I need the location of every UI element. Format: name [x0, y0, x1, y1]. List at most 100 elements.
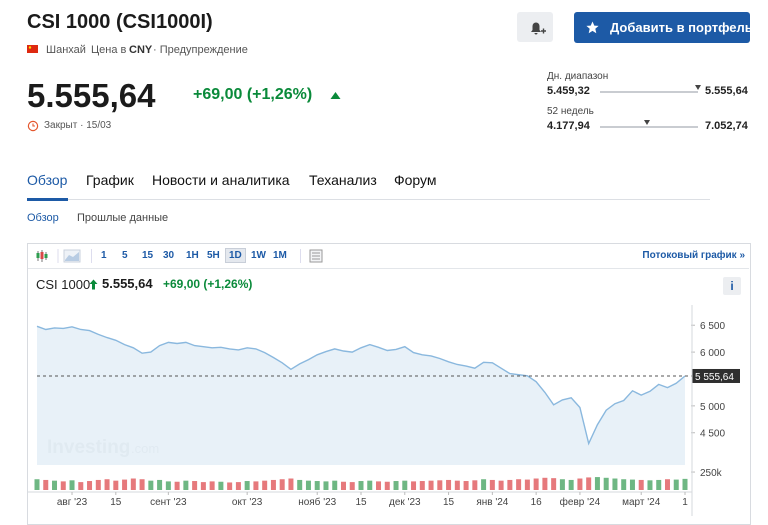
tab-underline: [27, 198, 68, 201]
y-tick-label: 6 500: [700, 321, 725, 332]
volume-bar: [174, 481, 180, 490]
range-low: 4.177,94: [547, 120, 590, 132]
y-tick-label: 6 000: [700, 348, 725, 359]
volume-bar: [130, 478, 136, 490]
volume-bar: [270, 479, 276, 490]
volume-bar: [69, 480, 75, 490]
volume-bar: [122, 479, 128, 490]
alert-button[interactable]: [517, 12, 553, 42]
subtab[interactable]: Обзор: [27, 212, 59, 224]
volume-bar: [209, 481, 215, 490]
volume-bar: [192, 481, 198, 490]
volume-bar: [358, 481, 364, 490]
volume-bar: [524, 479, 530, 490]
volume-bar: [481, 479, 487, 490]
volume-bar: [165, 481, 171, 490]
x-tick-label: авг '23: [57, 497, 88, 508]
tab[interactable]: Теханализ: [309, 172, 377, 188]
x-tick-label: 15: [355, 497, 367, 508]
current-price-label: 5 555,64: [695, 372, 734, 383]
y-tick-label: 4 500: [700, 429, 725, 440]
range-bar: [600, 91, 698, 93]
volume-bar: [253, 481, 259, 490]
volume-bar: [437, 480, 443, 490]
x-tick-label: 15: [443, 497, 455, 508]
volume-bar: [95, 479, 101, 490]
tab[interactable]: Обзор: [27, 172, 68, 188]
range-marker: [643, 120, 650, 125]
volume-bar: [463, 481, 469, 490]
range-label: Дн. диапазон: [547, 71, 609, 82]
volume-bar: [148, 480, 154, 490]
volume-bar: [577, 478, 583, 490]
volume-bar: [78, 482, 84, 490]
volume-bar: [332, 480, 338, 490]
volume-bar: [87, 481, 93, 490]
interval-button[interactable]: 5: [122, 250, 128, 261]
volume-bar: [586, 477, 592, 490]
volume-bar: [227, 482, 233, 490]
volume-bar: [297, 479, 303, 490]
y-tick-label: 5 000: [700, 402, 725, 413]
x-tick-label: 15: [110, 497, 122, 508]
bell-icon: [531, 22, 546, 35]
x-tick-label: сент '23: [150, 497, 187, 508]
interval-button[interactable]: 1W: [251, 250, 266, 261]
volume-bar: [393, 481, 399, 490]
interval-button[interactable]: 30: [163, 250, 175, 261]
interval-button[interactable]: 1M: [273, 250, 287, 261]
x-tick-label: 16: [531, 497, 543, 508]
settings-icon[interactable]: [309, 249, 323, 263]
volume-bar: [340, 481, 346, 490]
range-marker: [695, 85, 701, 90]
clock-icon: [27, 120, 39, 132]
volume-bar: [498, 480, 504, 490]
volume-bar: [244, 481, 250, 490]
x-tick-label: окт '23: [232, 497, 263, 508]
china-flag: [27, 45, 38, 53]
market-status: Закрыт · 15/03: [44, 120, 112, 131]
price-area: [37, 326, 685, 465]
volume-bar: [647, 480, 653, 490]
volume-bar: [367, 480, 373, 490]
interval-button[interactable]: 1: [101, 250, 107, 261]
interval-button[interactable]: 1H: [186, 250, 199, 261]
volume-bar: [629, 479, 635, 490]
volume-bar: [279, 479, 285, 490]
interval-button[interactable]: 15: [142, 250, 154, 261]
chart-type-icons[interactable]: [34, 248, 86, 264]
add-portfolio-label: Добавить в портфель: [610, 20, 753, 35]
volume-bar: [419, 481, 425, 490]
volume-bar: [218, 481, 224, 490]
chart-price: 5.555,64: [102, 276, 153, 291]
volume-bar: [516, 479, 522, 490]
volume-bar: [183, 480, 189, 490]
volume-bar: [603, 477, 609, 490]
volume-bar: [139, 479, 145, 490]
volume-bar: [682, 478, 688, 490]
volume-bar: [559, 479, 565, 490]
volume-bar: [157, 479, 163, 490]
interval-button[interactable]: 1D: [225, 248, 246, 263]
tab[interactable]: Форум: [394, 172, 437, 188]
volume-bar: [305, 480, 311, 490]
toolbar-separator: [91, 249, 92, 263]
currency-prefix: Цена в: [91, 44, 127, 56]
subtab[interactable]: Прошлые данные: [77, 212, 169, 224]
streaming-link[interactable]: Потоковый график »: [642, 250, 745, 261]
volume-bar: [288, 478, 294, 490]
interval-button[interactable]: 5H: [207, 250, 220, 261]
tab[interactable]: Новости и аналитика: [152, 172, 290, 188]
range-high: 7.052,74: [705, 120, 748, 132]
volume-bar: [673, 479, 679, 490]
x-tick-label: март '24: [622, 497, 661, 508]
tab[interactable]: График: [86, 172, 134, 188]
add-portfolio-button[interactable]: Добавить в портфель: [574, 12, 753, 43]
volume-bar: [113, 480, 119, 490]
info-button[interactable]: i: [723, 277, 741, 295]
volume-bar: [376, 481, 382, 490]
chart-change: +69,00 (+1,26%): [163, 277, 253, 291]
tab-divider: [27, 199, 710, 200]
up-arrow: [89, 279, 98, 290]
